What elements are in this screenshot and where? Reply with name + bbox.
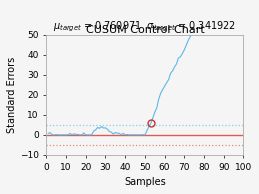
X-axis label: Samples: Samples bbox=[124, 177, 166, 187]
Title: CUSUM Control Chart: CUSUM Control Chart bbox=[85, 25, 204, 35]
Y-axis label: Standard Errors: Standard Errors bbox=[7, 57, 17, 133]
Text: $\mu_{target}$ = 0.760971  $\sigma_{target}$ = 0.341922: $\mu_{target}$ = 0.760971 $\sigma_{targe… bbox=[53, 19, 236, 34]
